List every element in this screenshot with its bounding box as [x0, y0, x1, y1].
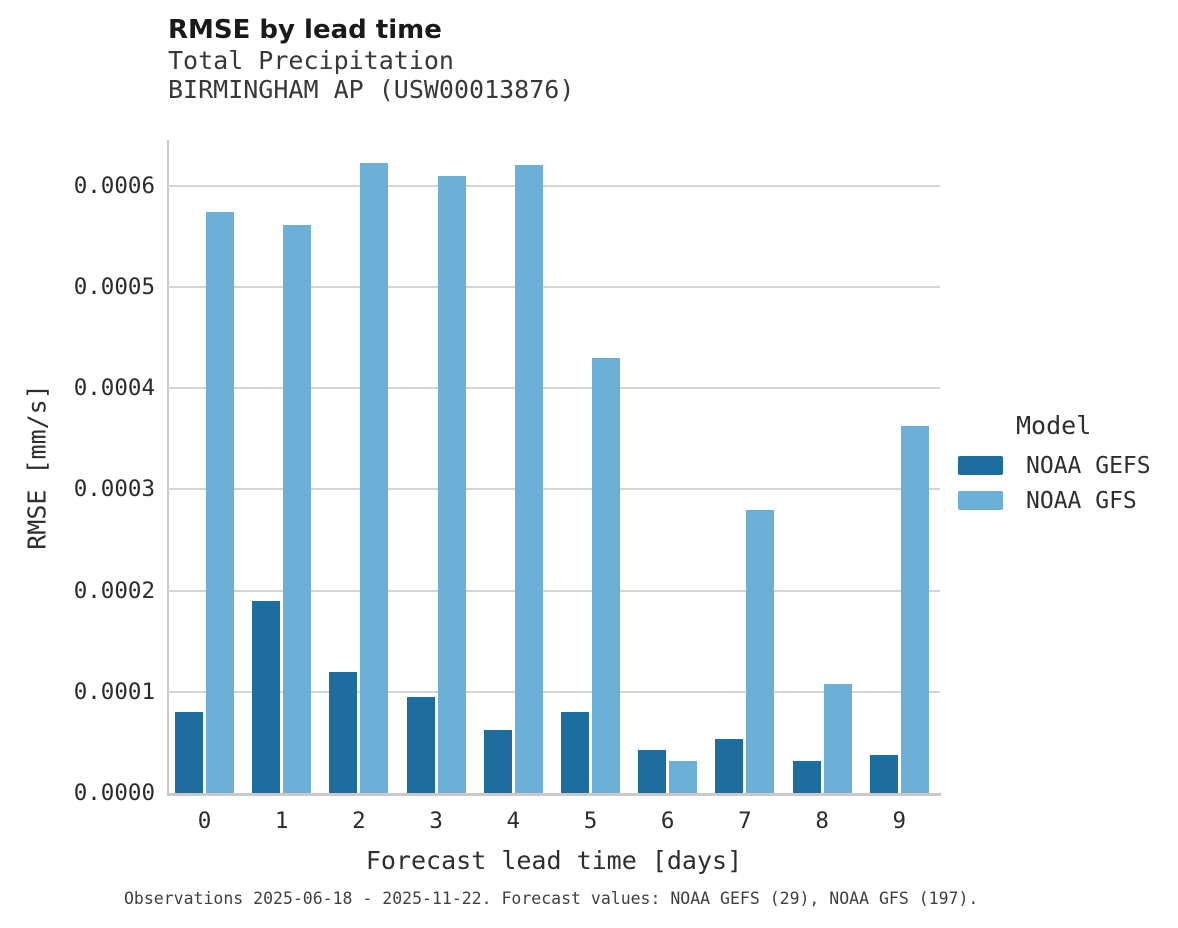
x-tick-label: 6	[660, 808, 675, 834]
y-tick-label: 0.0006	[73, 172, 155, 199]
x-tick-label: 5	[583, 808, 598, 834]
legend: Model NOAA GEFS NOAA GFS	[958, 411, 1151, 518]
bar-noaa-gefs	[175, 712, 203, 793]
bar-noaa-gfs	[206, 211, 234, 793]
x-tick-label: 3	[429, 808, 443, 834]
legend-entry: NOAA GEFS	[958, 448, 1151, 483]
x-axis-label: Forecast lead time [days]	[365, 846, 743, 875]
x-tick-label: 7	[738, 808, 752, 834]
bar-noaa-gefs	[561, 712, 589, 793]
bar-noaa-gfs	[360, 163, 389, 793]
chart-subtitle-variable: Total Precipitation	[168, 46, 454, 75]
y-tick-label: 0.0004	[73, 375, 155, 402]
bar-noaa-gfs	[900, 425, 929, 793]
bar-noaa-gfs	[746, 509, 775, 793]
chart-header: RMSE by lead time Total Precipitation BI…	[168, 14, 574, 104]
bar-noaa-gfs	[823, 683, 852, 793]
bar-noaa-gefs	[252, 600, 281, 793]
x-axis-spine	[167, 793, 941, 796]
x-tick-label: 2	[352, 808, 366, 834]
x-tick-label: 1	[274, 808, 289, 834]
legend-label: NOAA GEFS	[1026, 452, 1151, 479]
legend-swatch-icon	[958, 456, 1003, 475]
legend-entry: NOAA GFS	[958, 483, 1151, 518]
y-tick-label: 0.0003	[73, 476, 155, 503]
y-axis-tick-labels: 0.0000 0.0001 0.0002 0.0003 0.0004 0.0005 0.00…	[30, 140, 155, 806]
gridline	[168, 589, 940, 592]
gridline	[168, 690, 940, 693]
x-tick-label: 9	[892, 808, 907, 834]
bar-noaa-gefs	[329, 671, 358, 793]
bar-noaa-gfs	[437, 176, 466, 793]
y-tick-label: 0.0000	[73, 780, 155, 806]
bar-noaa-gefs	[792, 760, 821, 793]
bar-noaa-gefs	[638, 750, 667, 793]
gridline	[168, 488, 940, 491]
bar-noaa-gfs	[669, 760, 698, 793]
bar-noaa-gfs	[283, 225, 312, 793]
x-tick-label: 8	[815, 808, 829, 834]
legend-title: Model	[1016, 411, 1092, 440]
x-tick-label: 0	[197, 808, 212, 834]
bar-noaa-gefs	[406, 696, 435, 793]
gridline	[168, 184, 940, 187]
bar-noaa-gfs	[592, 357, 620, 793]
bar-noaa-gefs	[483, 730, 512, 793]
x-axis-tick-labels: 0 1 2 3 4 5 6 7 8 9	[168, 808, 940, 838]
gridline	[168, 387, 940, 390]
bar-noaa-gfs	[514, 165, 543, 793]
y-tick-label: 0.0001	[73, 678, 155, 705]
chart-title: RMSE by lead time	[168, 15, 442, 45]
x-tick-label: 4	[506, 808, 521, 834]
y-tick-label: 0.0002	[73, 577, 155, 604]
y-axis-spine	[167, 140, 169, 795]
legend-entries: NOAA GEFS NOAA GFS	[958, 448, 1151, 518]
chart-subtitle-station: BIRMINGHAM AP (USW00013876)	[168, 75, 575, 104]
legend-swatch-icon	[958, 491, 1003, 510]
bar-noaa-gefs	[869, 754, 898, 793]
bar-noaa-gefs	[715, 739, 744, 793]
y-tick-label: 0.0005	[73, 273, 155, 300]
caption: Observations 2025-06-18 - 2025-11-22. Fo…	[124, 889, 979, 908]
gridline	[168, 285, 940, 288]
plot-area	[167, 140, 941, 796]
legend-label: NOAA GFS	[1026, 487, 1137, 514]
